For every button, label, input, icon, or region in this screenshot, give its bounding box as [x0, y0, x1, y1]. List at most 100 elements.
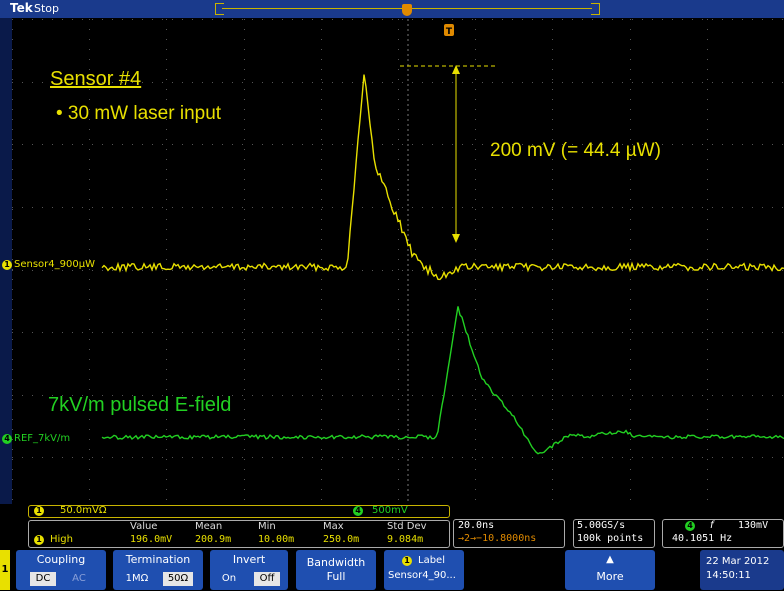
- grid-dot: [630, 279, 631, 280]
- label-button[interactable]: 1 Label Sensor4_90...: [384, 550, 464, 590]
- coupling-button[interactable]: Coupling DC AC: [16, 550, 106, 590]
- grid-dot: [242, 144, 243, 145]
- grid-dot: [12, 69, 13, 70]
- grid-dot: [552, 49, 553, 50]
- grid-dot: [321, 399, 322, 400]
- grid-dot: [482, 332, 483, 333]
- grid-dot: [182, 207, 183, 208]
- grid-dot: [630, 189, 631, 190]
- grid-dot: [392, 395, 393, 396]
- grid-dot: [392, 332, 393, 333]
- grid-dot: [672, 82, 673, 83]
- grid-dot: [321, 149, 322, 150]
- grid-dot: [92, 332, 93, 333]
- grid-dot: [166, 169, 167, 170]
- grid-dot: [630, 369, 631, 370]
- termination-1mohm[interactable]: 1MΩ: [125, 573, 149, 584]
- grid-dot: [398, 429, 399, 430]
- grid-dot: [132, 395, 133, 396]
- grid-dot: [662, 82, 663, 83]
- grid-dot: [232, 395, 233, 396]
- grid-dot: [702, 144, 703, 145]
- grid-dot: [432, 144, 433, 145]
- grid-dot: [72, 457, 73, 458]
- grid-dot: [372, 457, 373, 458]
- coupling-dc[interactable]: DC: [30, 572, 56, 586]
- waveform-display[interactable]: T: [12, 19, 784, 520]
- grid-dot: [398, 379, 399, 380]
- bandwidth-button[interactable]: Bandwidth Full: [296, 550, 376, 590]
- grid-dot: [707, 59, 708, 60]
- grid-dot: [89, 219, 90, 220]
- invert-off[interactable]: Off: [254, 572, 280, 586]
- grid-dot: [232, 144, 233, 145]
- grid-dot: [89, 79, 90, 80]
- grid-dot: [732, 207, 733, 208]
- grid-dot: [398, 89, 399, 90]
- grid-dot: [512, 332, 513, 333]
- termination-label: Termination: [125, 553, 191, 566]
- timebase-box[interactable]: [453, 519, 565, 548]
- more-button[interactable]: ▲ More: [565, 550, 655, 590]
- grid-dot: [244, 329, 245, 330]
- grid-dot: [398, 239, 399, 240]
- invert-on[interactable]: On: [221, 573, 237, 584]
- grid-dot: [532, 332, 533, 333]
- grid-dot: [602, 19, 603, 20]
- grid-dot: [89, 29, 90, 30]
- grid-dot: [166, 459, 167, 460]
- ch1-ground-marker[interactable]: 1: [2, 260, 12, 270]
- grid-dot: [712, 270, 713, 271]
- ch1-scale[interactable]: 50.0mVΩ: [60, 505, 107, 516]
- grid-dot: [212, 457, 213, 458]
- coupling-ac[interactable]: AC: [72, 573, 86, 584]
- grid-dot: [162, 457, 163, 458]
- termination-button[interactable]: Termination 1MΩ 50Ω: [113, 550, 203, 590]
- grid-dot: [552, 319, 553, 320]
- vertical-scale-bar[interactable]: [28, 505, 450, 518]
- grid-dot: [622, 270, 623, 271]
- invert-button[interactable]: Invert On Off: [210, 550, 288, 590]
- trigger-position-icon[interactable]: [402, 4, 412, 16]
- grid-dot: [532, 457, 533, 458]
- grid-dot: [630, 419, 631, 420]
- termination-50ohm[interactable]: 50Ω: [163, 572, 193, 586]
- grid-dot: [707, 419, 708, 420]
- grid-dot: [282, 270, 283, 271]
- grid-dot: [362, 395, 363, 396]
- grid-dot: [321, 39, 322, 40]
- grid-dot: [612, 332, 613, 333]
- grid-dot: [662, 457, 663, 458]
- grid-dot: [630, 49, 631, 50]
- ch4-scale[interactable]: 500mV: [372, 505, 408, 516]
- grid-dot: [422, 332, 423, 333]
- ref4-ground-marker[interactable]: 4: [2, 434, 12, 444]
- grid-dot: [112, 82, 113, 83]
- acquisition-box[interactable]: [573, 519, 655, 548]
- grid-dot: [552, 259, 553, 260]
- grid-dot: [22, 82, 23, 83]
- grid-dot: [321, 29, 322, 30]
- grid-dot: [312, 395, 313, 396]
- grid-dot: [12, 99, 13, 100]
- grid-dot: [166, 369, 167, 370]
- grid-dot: [222, 457, 223, 458]
- grid-dot: [398, 179, 399, 180]
- grid-dot: [712, 395, 713, 396]
- trigger-box[interactable]: [662, 519, 784, 548]
- grid-dot: [89, 349, 90, 350]
- grid-dot: [398, 269, 399, 270]
- tek-logo: Tek: [10, 1, 33, 15]
- grid-dot: [321, 49, 322, 50]
- grid-dot: [12, 469, 13, 470]
- grid-dot: [282, 395, 283, 396]
- grid-dot: [502, 19, 503, 20]
- grid-dot: [12, 19, 13, 20]
- grid-dot: [552, 89, 553, 90]
- grid-dot: [82, 457, 83, 458]
- grid-dot: [630, 129, 631, 130]
- grid-dot: [482, 270, 483, 271]
- grid-dot: [475, 429, 476, 430]
- measurement-box[interactable]: [28, 520, 450, 548]
- grid-dot: [242, 82, 243, 83]
